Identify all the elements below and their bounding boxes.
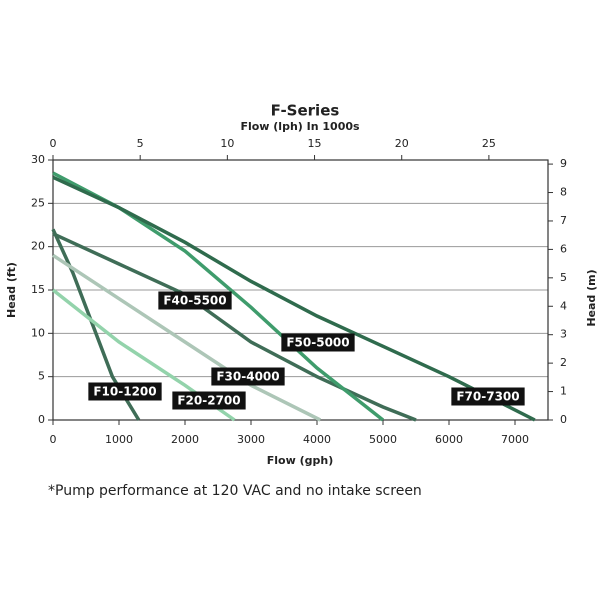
y2-tick-label: 5 [560, 271, 567, 284]
series-line [52, 175, 536, 422]
x-tick-label: 5000 [369, 433, 397, 446]
x-tick-label: 7000 [501, 433, 529, 446]
x2-tick-label: 15 [308, 137, 322, 150]
x2-tick-label: 0 [50, 137, 57, 150]
y2-tick-label: 9 [560, 157, 567, 170]
series-label: F20-2700 [177, 394, 240, 408]
x2-tick-label: 10 [220, 137, 234, 150]
x2-axis-label: Flow (lph) In 1000s [240, 120, 360, 133]
x-tick-label: 6000 [435, 433, 463, 446]
chart-title: F-Series [271, 102, 340, 120]
x-axis-label: Flow (gph) [267, 454, 333, 467]
series-label-box [211, 367, 285, 386]
series-label-box [281, 333, 355, 352]
x-tick-label: 0 [50, 433, 57, 446]
x-tick-label: 2000 [171, 433, 199, 446]
series-label: F10-1200 [93, 385, 156, 399]
x-tick-label: 1000 [105, 433, 133, 446]
series-label: F50-5000 [286, 336, 349, 350]
series-label-box [88, 382, 162, 401]
y-tick-label: 0 [38, 413, 45, 426]
series-label-box [158, 291, 232, 310]
y-tick-label: 25 [31, 196, 45, 209]
y2-tick-label: 2 [560, 356, 567, 369]
series-label: F30-4000 [216, 370, 279, 384]
x2-tick-label: 5 [137, 137, 144, 150]
y2-tick-label: 8 [560, 186, 567, 199]
y-tick-label: 20 [31, 240, 45, 253]
y-tick-label: 10 [31, 326, 45, 339]
y2-tick-label: 6 [560, 242, 567, 255]
y-tick-label: 15 [31, 283, 45, 296]
y2-axis-label: Head (m) [585, 269, 598, 326]
x2-tick-label: 20 [395, 137, 409, 150]
y2-tick-label: 7 [560, 214, 567, 227]
y-tick-label: 30 [31, 153, 45, 166]
x-tick-label: 3000 [237, 433, 265, 446]
y2-tick-label: 1 [560, 385, 567, 398]
y2-tick-label: 4 [560, 299, 567, 312]
series-label: F70-7300 [456, 390, 519, 404]
x2-tick-label: 25 [482, 137, 496, 150]
x-tick-label: 4000 [303, 433, 331, 446]
y2-tick-label: 0 [560, 413, 567, 426]
series-label-box [451, 387, 525, 406]
series-line [52, 232, 417, 422]
series-line [52, 253, 322, 422]
y-axis-label: Head (ft) [5, 262, 18, 318]
footnote: *Pump performance at 120 VAC and no inta… [48, 483, 422, 499]
y-tick-label: 5 [38, 370, 45, 383]
y2-tick-label: 3 [560, 328, 567, 341]
series-label-box [172, 391, 246, 410]
series-label: F40-5500 [163, 294, 226, 308]
